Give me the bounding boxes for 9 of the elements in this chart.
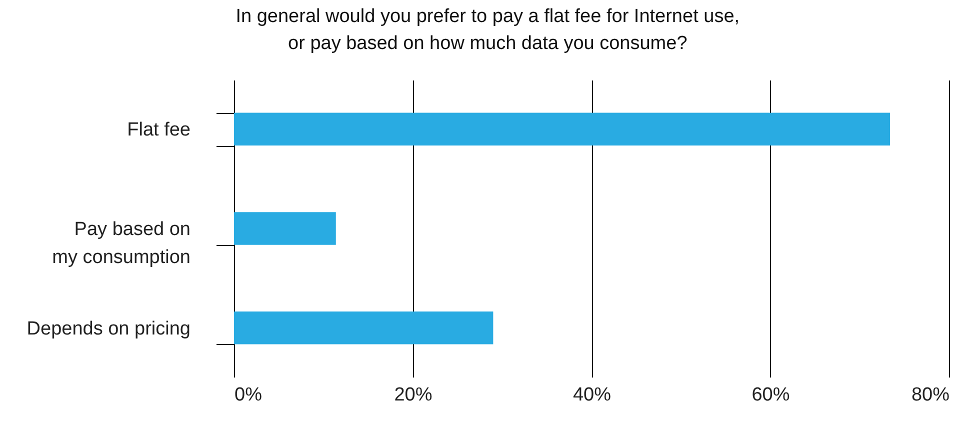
x-tick-label: 60% xyxy=(752,384,790,406)
x-tick-label: 80% xyxy=(911,384,950,406)
x-tick-label: 40% xyxy=(572,384,612,406)
y-tick-label: Depends on pricing xyxy=(26,318,190,340)
x-tick-label: 20% xyxy=(394,384,432,406)
chart-title: In general would you prefer to pay a flat fee for Internet use, or pay based on how much data you consume? xyxy=(236,6,740,54)
y-tick-label: Flat fee xyxy=(127,120,190,141)
y-tick-label: Pay based on my consumption xyxy=(52,219,190,268)
x-tick-label: 0% xyxy=(234,384,262,406)
